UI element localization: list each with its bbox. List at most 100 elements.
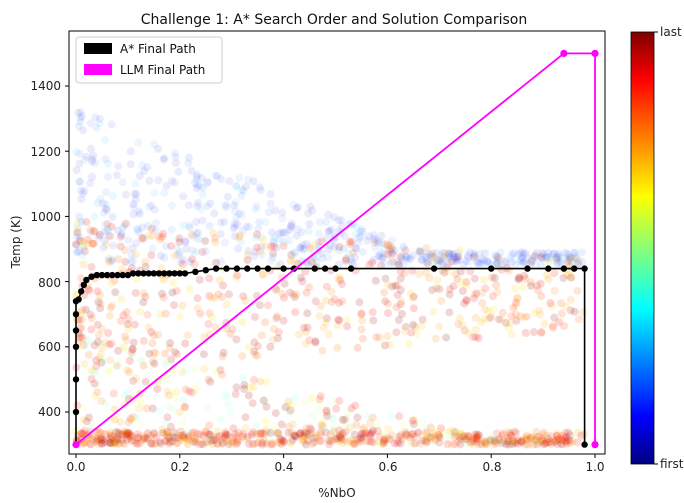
search-point xyxy=(279,438,288,446)
search-point xyxy=(521,249,530,258)
search-point xyxy=(512,298,520,307)
search-point xyxy=(414,246,423,255)
search-point xyxy=(322,217,330,226)
astar-path-point xyxy=(129,270,137,277)
search-point xyxy=(305,431,314,440)
search-point xyxy=(161,309,170,318)
search-point xyxy=(550,313,559,322)
search-point xyxy=(140,434,149,442)
search-point xyxy=(198,440,207,449)
search-point xyxy=(335,316,344,325)
search-point xyxy=(133,440,142,449)
search-point xyxy=(388,236,397,245)
search-point xyxy=(267,228,276,237)
search-point xyxy=(130,320,139,329)
search-point xyxy=(232,182,241,191)
search-point xyxy=(147,201,156,210)
search-point xyxy=(156,251,165,260)
search-point xyxy=(509,437,518,445)
search-point xyxy=(484,258,493,267)
search-point xyxy=(224,440,233,449)
search-point xyxy=(271,233,279,242)
search-point xyxy=(191,435,200,444)
search-point xyxy=(198,248,207,256)
search-point xyxy=(221,238,229,247)
search-point xyxy=(453,275,462,284)
search-point xyxy=(387,413,396,422)
plot-frame xyxy=(68,30,606,455)
search-point xyxy=(578,308,587,317)
search-point xyxy=(173,350,182,359)
search-point xyxy=(97,433,106,442)
search-point xyxy=(243,256,252,265)
search-point xyxy=(344,408,353,417)
astar-path-point xyxy=(571,265,578,272)
search-point xyxy=(145,176,154,185)
search-point xyxy=(336,276,345,285)
search-point xyxy=(126,160,135,169)
search-point xyxy=(444,267,453,276)
search-point xyxy=(258,440,267,449)
search-point xyxy=(426,423,435,432)
astar-path-point xyxy=(192,268,199,275)
search-point xyxy=(187,437,196,446)
search-point xyxy=(218,352,227,361)
search-point xyxy=(506,435,515,444)
astar-path-point xyxy=(161,270,168,277)
search-point xyxy=(380,259,389,268)
search-order-cloud xyxy=(72,108,589,449)
search-point xyxy=(177,436,186,444)
search-point xyxy=(209,229,217,237)
search-point xyxy=(207,294,216,302)
search-point xyxy=(415,248,424,256)
search-point xyxy=(338,429,347,438)
search-point xyxy=(88,173,96,181)
search-point xyxy=(131,436,140,445)
search-point xyxy=(493,259,502,268)
search-point xyxy=(431,334,440,343)
search-point xyxy=(116,317,125,325)
search-point xyxy=(564,435,573,444)
search-point xyxy=(131,374,140,383)
search-point xyxy=(250,350,259,359)
search-point xyxy=(194,228,202,237)
search-point xyxy=(273,429,282,438)
search-point xyxy=(387,248,396,256)
search-point xyxy=(74,122,83,131)
search-point xyxy=(79,339,88,348)
search-point xyxy=(122,190,130,199)
search-point xyxy=(450,440,459,449)
search-point xyxy=(491,251,500,260)
search-point xyxy=(245,440,254,448)
search-point xyxy=(306,202,315,211)
search-point xyxy=(560,434,569,443)
search-point xyxy=(295,330,303,339)
search-point xyxy=(87,366,96,375)
search-point xyxy=(226,407,235,416)
search-point xyxy=(248,399,257,408)
search-point xyxy=(249,428,257,437)
search-point xyxy=(226,329,235,338)
search-point xyxy=(315,437,324,446)
search-point xyxy=(240,385,249,393)
search-point xyxy=(274,428,283,437)
search-point xyxy=(148,339,157,348)
search-point xyxy=(347,258,356,266)
search-point xyxy=(210,209,219,218)
search-point xyxy=(322,428,331,437)
search-point xyxy=(302,328,310,336)
search-point xyxy=(571,252,580,261)
search-point xyxy=(383,433,392,442)
search-point xyxy=(384,309,392,318)
search-point xyxy=(533,437,542,445)
search-point xyxy=(465,257,474,266)
series-layer xyxy=(72,49,599,449)
search-point xyxy=(400,327,409,336)
search-point xyxy=(475,260,483,268)
search-point xyxy=(217,257,225,266)
search-point xyxy=(213,171,222,180)
search-point xyxy=(144,323,153,332)
search-point xyxy=(329,213,338,222)
search-point xyxy=(357,433,366,442)
search-point xyxy=(235,174,244,182)
